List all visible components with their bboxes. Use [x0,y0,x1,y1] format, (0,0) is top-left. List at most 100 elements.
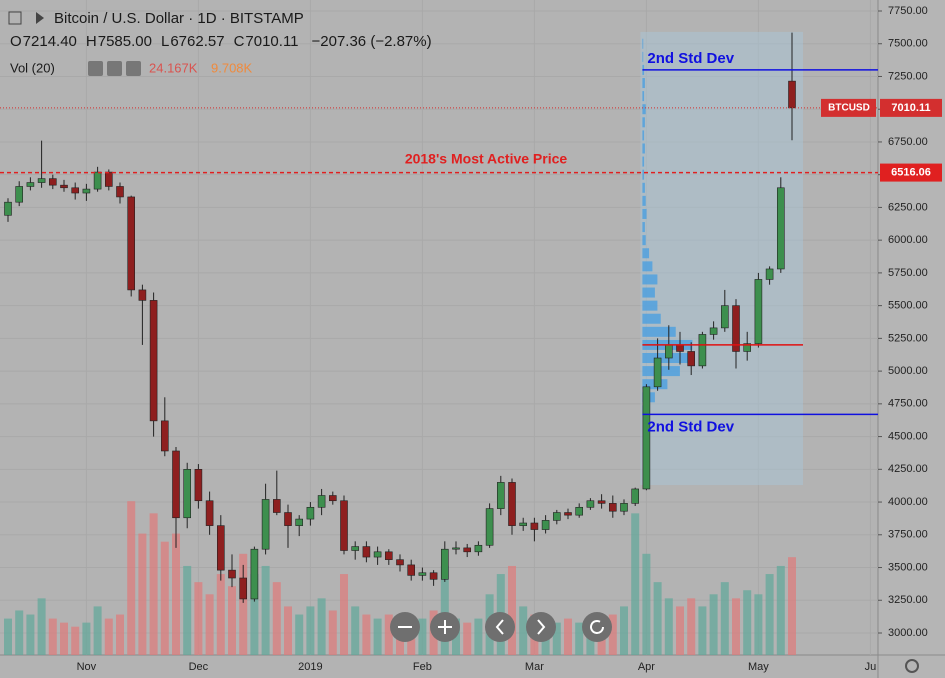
volume-bar [743,590,752,655]
profile-bar [642,274,658,285]
volume-bar [519,606,528,655]
profile-bar [642,235,646,246]
candle-body [138,289,147,301]
candle-body [384,551,393,560]
profile-bar [642,156,645,167]
volume-bar [384,614,393,655]
candle-body [776,187,785,270]
volume-bar [306,606,315,655]
profile-bar [642,287,655,298]
volume-bar [205,594,214,655]
volume-bar [340,574,348,655]
candle-body [676,344,684,352]
candle-body [575,506,584,516]
profile-bar [642,313,661,324]
candle-body [720,305,729,329]
volume-bar [15,610,24,655]
x-tick-label: May [748,661,769,673]
volume-bar [272,582,281,655]
candle-body [149,300,158,422]
candle-body [261,499,270,550]
y-tick-label: 7250.00 [888,70,928,82]
candle-body [709,327,718,335]
y-tick-label: 5000.00 [888,365,928,377]
volume-bar [608,614,617,655]
volume-bar [676,606,684,655]
candle-body [698,334,707,367]
ohlc-prefix: O [10,33,22,50]
volume-bar [60,622,68,655]
y-tick-label: 3250.00 [888,594,928,606]
std-dev-label: 2nd Std Dev [647,50,734,67]
icon[interactable] [126,61,141,76]
icon[interactable] [88,61,103,76]
volume-bar [228,586,236,655]
annotation: 2018's Most Active Price [405,150,568,166]
volume-value: 24.167K [149,60,198,75]
candle-body [463,547,472,553]
icon [537,619,546,635]
x-tick-label: 2019 [298,661,322,673]
volume-bar [575,622,584,655]
volume-bar [664,598,673,655]
ohlc-value: 7585.00 [98,33,152,50]
candle-body [284,512,292,526]
volume-bar [776,565,785,655]
candle-body [743,343,752,352]
profile-bar [642,117,645,128]
candle-body [754,279,763,344]
y-tick-label: 3000.00 [888,627,928,639]
candle-body [161,420,169,452]
volume-bar [440,565,449,655]
candle-body [26,182,35,187]
volume-bar [552,622,561,655]
y-tick-label: 3750.00 [888,529,928,541]
collapse-icon[interactable] [8,11,22,25]
symbol-tag-label: BTCUSD [828,103,870,114]
symbol-icon [36,12,44,24]
volume-bar [239,553,248,655]
volume-bar [474,618,483,655]
candle-body [687,351,696,367]
volume-bar [642,553,651,655]
scroll-left-button[interactable] [485,612,515,642]
candle-body [664,344,673,359]
profile-bar [642,51,644,62]
candle-body [586,500,595,508]
y-tick-label: 6250.00 [888,201,928,213]
volume-bar [138,533,147,655]
candle-body [429,572,438,580]
candle-body [485,508,494,546]
x-tick-label: Nov [77,661,97,673]
ohlc-prefix: C [234,33,245,50]
volume-bar [653,582,662,655]
volume-bar [788,557,796,655]
candle-body [362,546,371,558]
volume-bar [48,618,57,655]
x-tick-label: Ju [865,661,877,673]
x-tick-label: Apr [638,661,655,673]
profile-bar [642,104,646,115]
profile-bar [642,182,645,193]
volume-ma: 9.708K [211,60,253,75]
volume-bar [373,618,382,655]
candle-body [328,495,337,502]
reset-button[interactable] [582,612,612,642]
y-tick-label: 6750.00 [888,136,928,148]
candle-body [474,544,483,553]
candle-body [541,520,550,530]
candle-body [239,577,247,600]
scroll-right-button[interactable] [526,612,556,642]
y-tick-label: 7750.00 [888,5,928,17]
candle-body [60,184,68,189]
settings-icon[interactable] [905,659,919,673]
y-tick-label: 4250.00 [888,463,928,475]
ohlc-prefix: H [86,33,97,50]
volume-bar [732,598,740,655]
ohlc-value: 7214.40 [23,33,77,50]
x-tick-label: Dec [189,661,209,673]
icon[interactable] [107,61,122,76]
candle-body [564,512,572,516]
candle-body [653,357,662,388]
